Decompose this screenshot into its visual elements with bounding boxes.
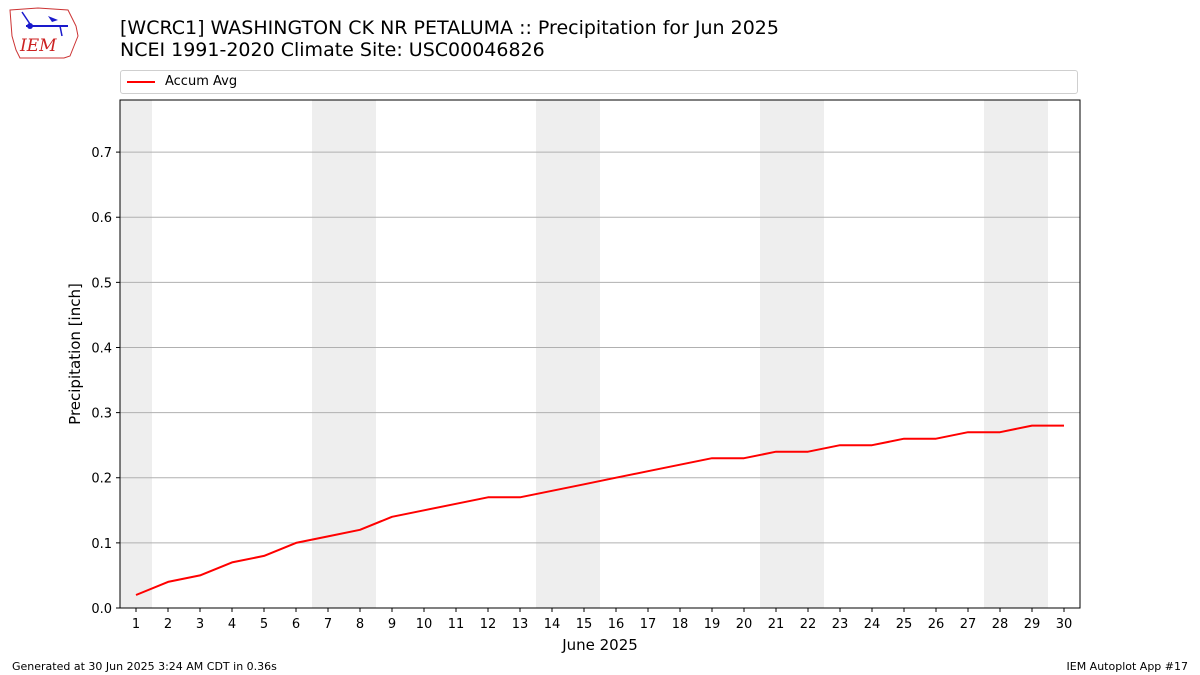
x-tick-label-9: 10 xyxy=(416,617,433,632)
x-tick-label-18: 19 xyxy=(704,617,721,632)
data-point-0-7 xyxy=(359,529,361,531)
data-point-0-22 xyxy=(839,444,841,446)
y-tick-label-2: 0.2 xyxy=(91,472,112,487)
data-point-0-19 xyxy=(743,457,745,459)
legend: Accum Avg xyxy=(120,70,1078,94)
y-tick-label-1: 0.1 xyxy=(91,537,112,552)
data-point-0-4 xyxy=(263,555,265,557)
data-point-0-13 xyxy=(551,490,553,492)
data-point-0-17 xyxy=(679,464,681,466)
data-point-0-20 xyxy=(775,451,777,453)
data-point-0-12 xyxy=(519,496,521,498)
x-tick-label-10: 11 xyxy=(448,617,465,632)
x-tick-label-25: 26 xyxy=(928,617,945,632)
y-axis-label: Precipitation [inch] xyxy=(66,283,84,425)
legend-swatch xyxy=(127,81,155,83)
data-point-0-24 xyxy=(903,438,905,440)
data-point-0-2 xyxy=(199,574,201,576)
data-point-0-27 xyxy=(999,431,1001,433)
weekend-band-2 xyxy=(536,100,600,608)
chart-title-line2: NCEI 1991-2020 Climate Site: USC00046826 xyxy=(120,39,545,61)
x-tick-label-17: 18 xyxy=(672,617,689,632)
x-tick-label-19: 20 xyxy=(736,617,753,632)
weekend-band-4 xyxy=(984,100,1048,608)
data-point-0-16 xyxy=(647,470,649,472)
x-tick-label-15: 16 xyxy=(608,617,625,632)
y-tick-label-5: 0.5 xyxy=(91,276,112,291)
data-point-0-18 xyxy=(711,457,713,459)
x-tick-label-29: 30 xyxy=(1056,617,1073,632)
x-tick-label-12: 13 xyxy=(512,617,529,632)
data-point-0-26 xyxy=(967,431,969,433)
x-tick-label-6: 7 xyxy=(324,617,332,632)
y-tick-label-4: 0.4 xyxy=(91,341,112,356)
x-tick-label-8: 9 xyxy=(388,617,396,632)
weekend-band-1 xyxy=(312,100,376,608)
data-point-0-5 xyxy=(295,542,297,544)
x-tick-label-27: 28 xyxy=(992,617,1009,632)
plot-frame xyxy=(119,99,1081,609)
footer-app: IEM Autoplot App #17 xyxy=(1066,660,1189,673)
x-tick-label-0: 1 xyxy=(132,617,140,632)
x-tick-label-21: 22 xyxy=(800,617,817,632)
data-point-0-15 xyxy=(615,477,617,479)
data-point-0-0 xyxy=(135,594,137,596)
data-point-0-28 xyxy=(1031,425,1033,427)
x-tick-label-22: 23 xyxy=(832,617,849,632)
x-tick-label-2: 3 xyxy=(196,617,204,632)
x-tick-label-7: 8 xyxy=(356,617,364,632)
data-point-0-3 xyxy=(231,561,233,563)
chart-title-line1: [WCRC1] WASHINGTON CK NR PETALUMA :: Pre… xyxy=(120,17,779,39)
x-tick-label-14: 15 xyxy=(576,617,593,632)
data-point-0-11 xyxy=(487,496,489,498)
data-point-0-9 xyxy=(423,509,425,511)
x-axis-label: June 2025 xyxy=(561,636,638,654)
y-tick-label-0: 0.0 xyxy=(91,602,112,617)
x-tick-label-4: 5 xyxy=(260,617,268,632)
x-tick-label-3: 4 xyxy=(228,617,236,632)
x-tick-label-28: 29 xyxy=(1024,617,1041,632)
x-tick-label-16: 17 xyxy=(640,617,657,632)
data-point-0-10 xyxy=(455,503,457,505)
x-tick-label-23: 24 xyxy=(864,617,881,632)
x-tick-label-24: 25 xyxy=(896,617,913,632)
weekend-band-0 xyxy=(120,100,152,608)
y-tick-label-7: 0.7 xyxy=(91,146,112,161)
weekend-band-3 xyxy=(760,100,824,608)
x-tick-label-13: 14 xyxy=(544,617,561,632)
iem-logo: IEM xyxy=(9,7,79,59)
data-point-0-8 xyxy=(391,516,393,518)
data-point-0-6 xyxy=(327,535,329,537)
logo-text: IEM xyxy=(19,36,57,56)
data-point-0-23 xyxy=(871,444,873,446)
x-tick-label-11: 12 xyxy=(480,617,497,632)
data-point-0-29 xyxy=(1063,425,1065,427)
y-tick-label-6: 0.6 xyxy=(91,211,112,226)
data-point-0-21 xyxy=(807,451,809,453)
data-point-0-14 xyxy=(583,483,585,485)
data-point-0-1 xyxy=(167,581,169,583)
y-tick-label-3: 0.3 xyxy=(91,407,112,422)
x-tick-label-26: 27 xyxy=(960,617,977,632)
series-line-0 xyxy=(135,424,1064,596)
x-tick-label-1: 2 xyxy=(164,617,172,632)
x-tick-label-5: 6 xyxy=(292,617,300,632)
x-tick-label-20: 21 xyxy=(768,617,785,632)
data-point-0-25 xyxy=(935,438,937,440)
chart-title: [WCRC1] WASHINGTON CK NR PETALUMA :: Pre… xyxy=(120,17,779,61)
legend-label: Accum Avg xyxy=(165,74,238,89)
footer-generated: Generated at 30 Jun 2025 3:24 AM CDT in … xyxy=(12,660,277,673)
